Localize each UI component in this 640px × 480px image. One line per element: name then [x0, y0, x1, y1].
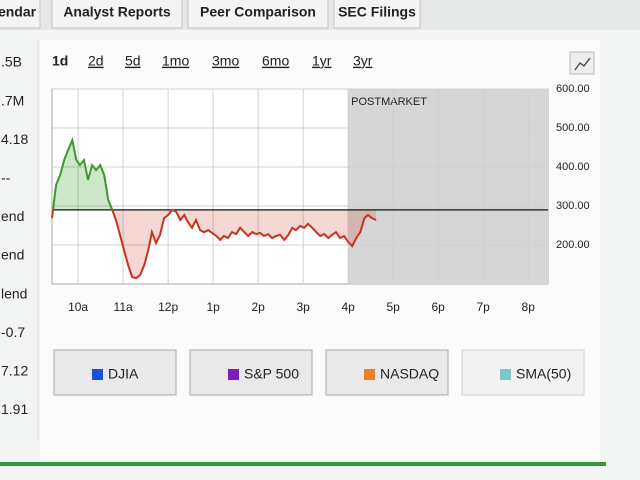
side-value: lend [1, 285, 27, 301]
side-value: .7M [1, 92, 24, 108]
icon-glyph [574, 57, 591, 71]
range-button[interactable]: 3mo [212, 53, 239, 69]
side-value: end [1, 247, 24, 263]
range-button[interactable]: 2d [88, 53, 104, 69]
side-value: end [1, 208, 24, 224]
tab-label: Peer Comparison [200, 4, 316, 20]
y-tick-label: 400.00 [556, 161, 590, 173]
compare-button[interactable] [325, 349, 449, 396]
x-tick-label: 7p [477, 300, 491, 314]
y-tick-label: 300.00 [556, 200, 590, 212]
range-button[interactable]: 3yr [353, 53, 373, 69]
x-tick-label: 10a [68, 300, 88, 314]
tab-label: Analyst Reports [63, 4, 171, 20]
footer-line [0, 462, 606, 466]
compare-label: NASDAQ [380, 366, 439, 382]
chart-type-icon[interactable] [569, 51, 595, 75]
x-tick-label: 3p [296, 300, 310, 314]
x-tick-label: 2p [251, 300, 265, 314]
side-value: 4.18 [1, 131, 28, 147]
tab[interactable] [187, 0, 329, 29]
compare-label: S&P 500 [244, 366, 299, 382]
x-tick-label: 5p [386, 300, 400, 314]
annotation: POSTMARKET [351, 96, 427, 108]
side-value: -- [1, 170, 11, 186]
compare-label: SMA(50) [516, 366, 571, 382]
x-tick-label: 4p [341, 300, 355, 314]
side-value: 7.12 [1, 363, 28, 379]
side-value: .5B [1, 54, 22, 70]
compare-button[interactable] [461, 349, 585, 396]
compare-swatch [92, 369, 103, 380]
compare-label: DJIA [108, 366, 139, 382]
y-tick-label: 600.00 [556, 83, 590, 95]
postmarket-shade [348, 89, 548, 284]
tab[interactable] [0, 0, 41, 29]
side-value: -0.7 [1, 324, 25, 340]
x-tick-label: 12p [158, 300, 178, 314]
tab[interactable] [51, 0, 183, 29]
side-value: 1.91 [1, 401, 28, 417]
range-button[interactable]: 1yr [312, 53, 332, 69]
price-line [51, 136, 377, 280]
area-fill [52, 140, 377, 279]
y-tick-label: 200.00 [556, 239, 590, 251]
compare-swatch [364, 369, 375, 380]
tab[interactable] [333, 0, 421, 29]
range-button[interactable]: 1mo [162, 53, 189, 69]
x-tick-label: 1p [206, 300, 220, 314]
range-button[interactable]: 6mo [262, 53, 289, 69]
x-tick-label: 11a [114, 300, 133, 314]
x-tick-label: 8p [522, 300, 536, 314]
compare-swatch [228, 369, 239, 380]
tab-label: SEC Filings [338, 4, 416, 20]
tab-label: endar [0, 4, 37, 20]
range-button[interactable]: 1d [52, 53, 68, 69]
compare-button[interactable] [189, 349, 313, 396]
compare-swatch [500, 369, 511, 380]
y-tick-label: 500.00 [556, 122, 590, 134]
x-tick-label: 6p [431, 300, 445, 314]
range-button[interactable]: 5d [125, 53, 141, 69]
compare-button[interactable] [53, 349, 177, 396]
